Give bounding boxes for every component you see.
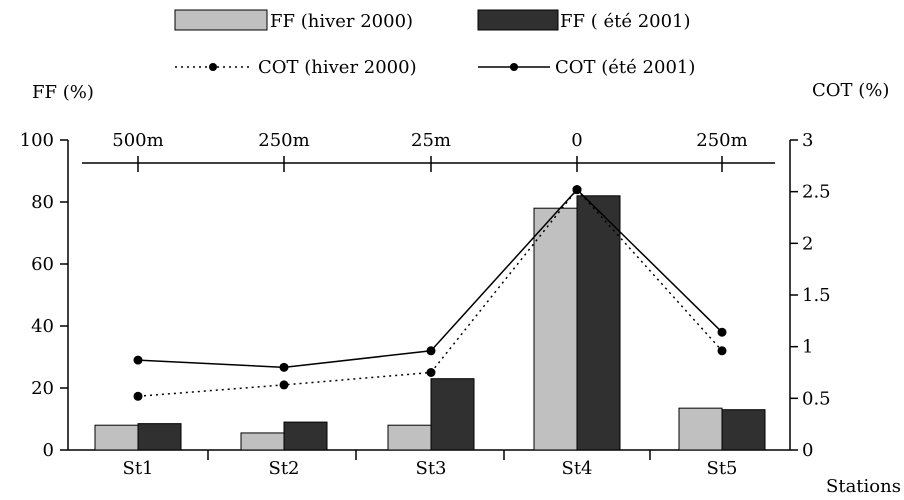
legend-marker-cot-ete bbox=[510, 63, 518, 71]
legend-label-ff-hiver: FF (hiver 2000) bbox=[270, 11, 413, 32]
y-tick-label-left: 80 bbox=[31, 192, 54, 213]
y-ticks-left: 0 20 40 60 80 100 bbox=[20, 130, 68, 461]
y-tick-label-right: 0.5 bbox=[802, 388, 831, 409]
bar-ff-ete bbox=[430, 378, 475, 451]
y-tick-label-right: 2 bbox=[802, 233, 813, 254]
top-axis-label: 250m bbox=[258, 130, 309, 151]
legend-marker-cot-hiver bbox=[209, 63, 217, 71]
legend-label-cot-ete: COT (été 2001) bbox=[555, 57, 695, 78]
bar-ff-ete bbox=[576, 195, 621, 451]
x-tick-label: St5 bbox=[706, 458, 737, 479]
y-tick-label-left: 20 bbox=[31, 378, 54, 399]
line-cot-hiver bbox=[137, 188, 723, 398]
point-cot-hiver bbox=[279, 380, 289, 390]
point-cot-ete bbox=[426, 346, 436, 356]
point-cot-ete bbox=[717, 327, 727, 337]
y-tick-label-right: 1 bbox=[802, 337, 813, 358]
top-axis-label: 500m bbox=[112, 130, 163, 151]
y-tick-label-left: 40 bbox=[31, 316, 54, 337]
bar-ff-hiver bbox=[240, 432, 285, 451]
bar-ff-hiver bbox=[387, 424, 432, 451]
point-cot-ete bbox=[279, 362, 289, 372]
x-tick-label: St2 bbox=[268, 458, 299, 479]
x-axis-title: Stations bbox=[826, 476, 901, 497]
y-tick-label-left: 0 bbox=[43, 440, 54, 461]
bar-ff-ete bbox=[721, 409, 766, 451]
bar-ff-hiver bbox=[678, 407, 723, 451]
y-tick-label-left: 60 bbox=[31, 254, 54, 275]
bar-ff-ete bbox=[283, 421, 328, 451]
y-axis-right-title: COT (%) bbox=[812, 80, 889, 101]
bar-ff-hiver bbox=[94, 424, 139, 451]
top-axis-label: 25m bbox=[411, 130, 451, 151]
point-cot-ete bbox=[133, 355, 143, 365]
point-cot-ete bbox=[572, 185, 582, 195]
y-axis-left-title: FF (%) bbox=[32, 82, 94, 103]
x-tick-label: St1 bbox=[122, 458, 153, 479]
x-tick-label: St3 bbox=[415, 458, 446, 479]
legend-label-ff-ete: FF ( été 2001) bbox=[560, 11, 691, 32]
x-tick-label: St4 bbox=[561, 458, 592, 479]
point-cot-hiver bbox=[717, 346, 727, 356]
legend: FF (hiver 2000) FF ( été 2001) COT (hive… bbox=[174, 9, 695, 78]
y-tick-label-right: 1.5 bbox=[802, 285, 831, 306]
legend-swatch-ff-hiver bbox=[174, 9, 268, 31]
legend-swatch-ff-ete bbox=[477, 9, 559, 31]
point-cot-hiver bbox=[426, 368, 436, 377]
y-ticks-right: 0 0.5 1 1.5 2 2.5 3 bbox=[790, 130, 831, 461]
bars bbox=[94, 195, 766, 451]
y-tick-label-left: 100 bbox=[20, 130, 54, 151]
cot-lines bbox=[133, 185, 727, 401]
top-axis-label: 0 bbox=[571, 130, 582, 151]
y-tick-label-right: 0 bbox=[802, 440, 813, 461]
y-tick-label-right: 3 bbox=[802, 130, 813, 151]
line-cot-ete bbox=[137, 188, 723, 369]
bar-ff-hiver bbox=[533, 207, 578, 451]
top-axis-label: 250m bbox=[696, 130, 747, 151]
y-tick-label-right: 2.5 bbox=[802, 182, 831, 203]
x-ticks: St1 St2 St3 St4 St5 500m 250m 25m 0 250m bbox=[112, 130, 747, 479]
point-cot-hiver bbox=[133, 391, 143, 401]
legend-label-cot-hiver: COT (hiver 2000) bbox=[258, 57, 417, 78]
bar-ff-ete bbox=[137, 423, 182, 451]
